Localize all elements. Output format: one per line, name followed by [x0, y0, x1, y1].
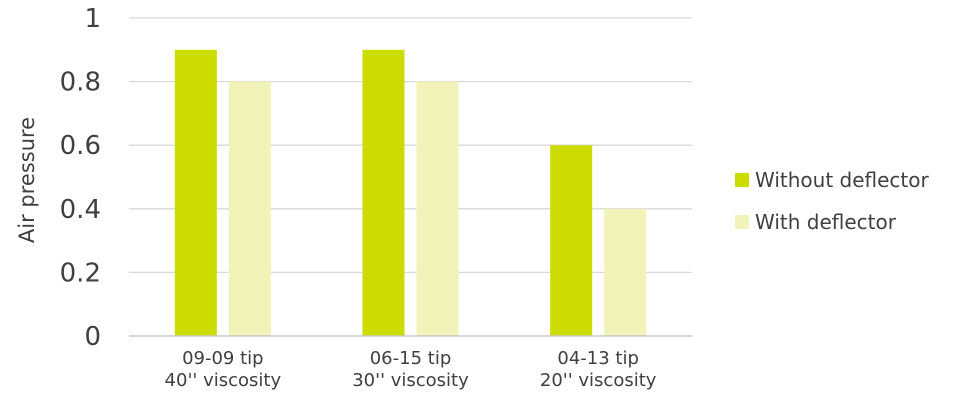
y-tick-label: 0.6	[60, 131, 101, 161]
bar-without-deflector	[362, 49, 405, 337]
x-category-line: 30'' viscosity	[352, 370, 469, 391]
bars	[174, 49, 647, 337]
bar-with-deflector	[416, 81, 459, 336]
x-category-line: 20'' viscosity	[540, 370, 657, 391]
bar-with-deflector	[228, 81, 271, 336]
y-tick-label: 0.4	[60, 195, 101, 225]
x-category-label: 06-15 tip 30'' viscosity	[352, 348, 469, 391]
gridlines	[129, 17, 692, 274]
y-tick-label: 1	[84, 4, 101, 34]
x-category-line: 06-15 tip	[370, 348, 452, 369]
legend-label: Without deflector	[755, 168, 929, 192]
bar-with-deflector	[604, 208, 647, 336]
y-tick-label: 0.8	[60, 68, 101, 98]
x-category-label: 09-09 tip 40'' viscosity	[165, 348, 282, 391]
x-axis-categories: 09-09 tip 40'' viscosity 06-15 tip 30'' vis…	[165, 348, 657, 391]
y-axis-ticks: 0 0.2 0.4 0.6 0.8 1	[60, 4, 101, 352]
x-category-line: 40'' viscosity	[165, 370, 282, 391]
legend-label: With deflector	[755, 210, 897, 234]
y-tick-label: 0.2	[60, 258, 101, 288]
legend-swatch	[735, 173, 749, 187]
x-category-label: 04-13 tip 20'' viscosity	[540, 348, 657, 391]
x-category-line: 09-09 tip	[182, 348, 264, 369]
y-axis-title: Air pressure	[15, 117, 39, 243]
y-tick-label: 0	[84, 322, 101, 352]
bar-without-deflector	[550, 145, 593, 336]
x-category-line: 04-13 tip	[557, 348, 639, 369]
legend-swatch	[735, 215, 749, 229]
bar-without-deflector	[174, 49, 217, 337]
legend: Without deflector With deflector	[735, 168, 929, 234]
